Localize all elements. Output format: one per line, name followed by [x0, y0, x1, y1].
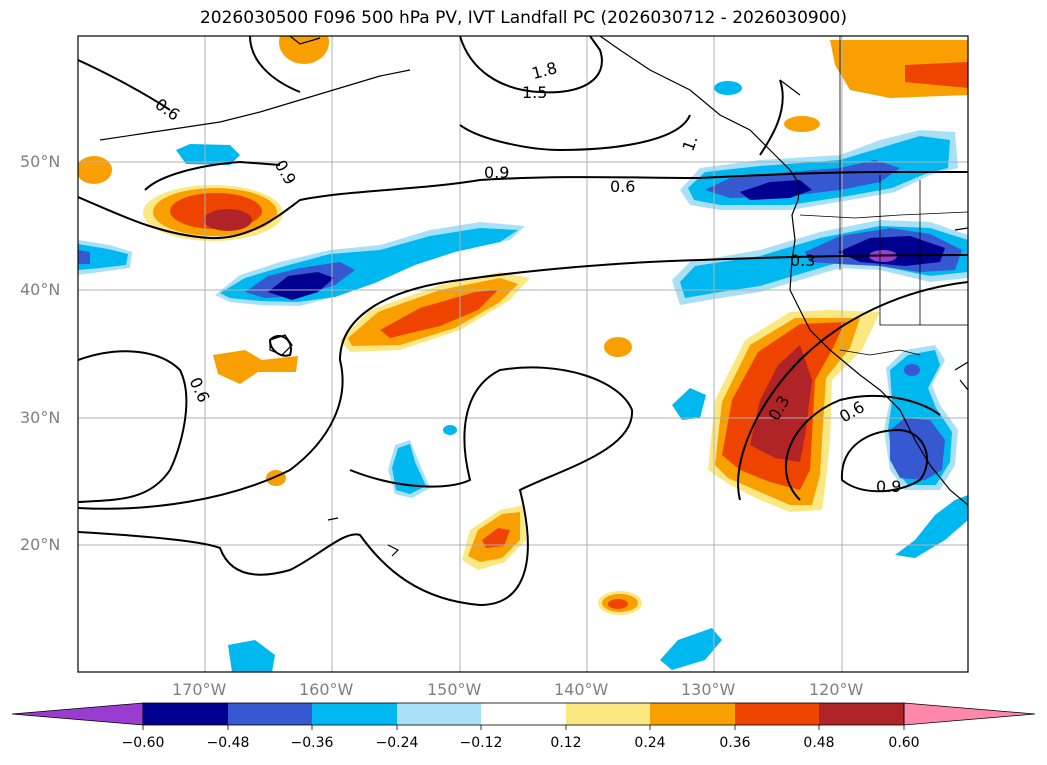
colorbar-seg-5	[397, 703, 481, 725]
lon-label-170w: 170°W	[172, 680, 227, 699]
lat-label-20n: 20°N	[20, 535, 61, 554]
coastlines	[99, 36, 968, 557]
contour-label-12: 0.9	[876, 477, 901, 496]
lat-label-50n: 50°N	[20, 152, 61, 171]
colorbar	[11, 702, 1036, 730]
map-title: 2026030500 F096 500 hPa PV, IVT Landfall…	[199, 8, 847, 28]
colorbar-min-arrow	[11, 702, 144, 726]
colorbar-tick-5: −0.12	[459, 735, 503, 751]
lon-label-120w: 120°W	[809, 680, 864, 699]
colorbar-tick-9: 0.48	[803, 735, 835, 751]
ivt-shading	[78, 36, 968, 672]
colorbar-seg-2	[143, 703, 228, 725]
colorbar-seg-6	[481, 703, 566, 725]
graticule	[78, 36, 968, 672]
colorbar-tick-8: 0.36	[719, 735, 751, 751]
pv-contours	[78, 36, 968, 607]
colorbar-tick-3: −0.36	[290, 735, 334, 751]
colorbar-tick-1: −0.60	[121, 735, 165, 751]
lat-label-40n: 40°N	[20, 280, 61, 299]
colorbar-max-arrow	[903, 702, 1036, 726]
colorbar-tick-7: 0.24	[634, 735, 666, 751]
lon-label-160w: 160°W	[299, 680, 354, 699]
colorbar-seg-3	[228, 703, 312, 725]
contour-label-7: 0.6	[610, 177, 635, 196]
colorbar-tick-4: −0.24	[375, 735, 419, 751]
lon-label-150w: 150°W	[427, 680, 482, 699]
colorbar-tick-10: 0.60	[888, 735, 920, 751]
lon-label-140w: 140°W	[554, 680, 609, 699]
colorbar-seg-9	[735, 703, 819, 725]
contour-label-4: 1.5	[522, 83, 547, 102]
lat-label-30n: 30°N	[20, 408, 61, 427]
map-frame	[77, 35, 969, 673]
colorbar-tick-6: 0.12	[550, 735, 582, 751]
contour-label-6: 0.9	[484, 163, 509, 182]
colorbar-seg-7	[566, 703, 650, 725]
colorbar-seg-10	[819, 703, 904, 725]
colorbar-tick-2: −0.48	[206, 735, 250, 751]
contour-label-5: 1.	[679, 133, 702, 154]
lon-label-130w: 130°W	[681, 680, 736, 699]
contour-label-8: 0.3	[790, 251, 815, 270]
colorbar-seg-4	[312, 703, 397, 725]
map-area: 0.6 0.9 1.8 1.5 1. 0.9 0.6 0.3 0.6 0.3 0…	[78, 36, 968, 672]
colorbar-seg-8	[650, 703, 735, 725]
